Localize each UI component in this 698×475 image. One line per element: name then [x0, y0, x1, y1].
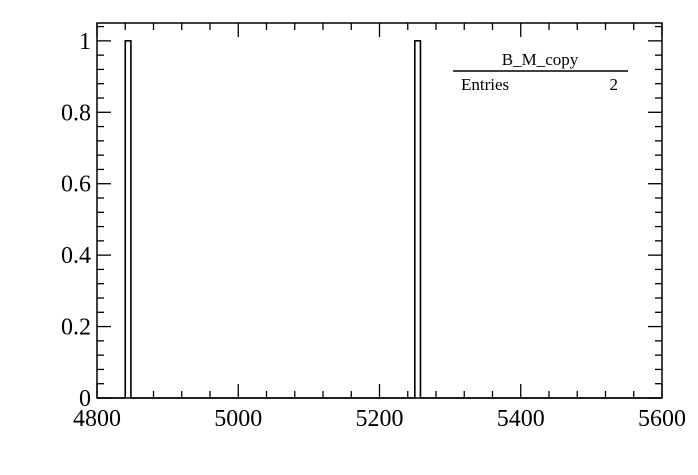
- x-tick-label: 5400: [497, 406, 545, 432]
- x-tick-label: 5000: [214, 406, 262, 432]
- plot-frame: [96, 22, 663, 399]
- y-tick-label: 0: [79, 386, 91, 412]
- histogram-line: [97, 40, 662, 399]
- axis-ticks: [96, 23, 663, 399]
- y-tick-label: 1: [79, 29, 91, 55]
- stats-entries-value: 2: [610, 75, 619, 94]
- stats-entries-label: Entries: [461, 75, 509, 94]
- y-tick-label: 0.6: [61, 172, 91, 198]
- y-tick-label: 0.8: [61, 100, 91, 126]
- x-tick-label: 4800: [73, 406, 121, 432]
- x-tick-labels: 4800 5000 5200 5400 5600: [73, 406, 686, 432]
- stats-box: B_M_copy Entries 2: [453, 50, 628, 94]
- y-tick-label: 0.2: [61, 315, 91, 341]
- stats-title: B_M_copy: [502, 50, 579, 69]
- x-tick-label: 5200: [356, 406, 404, 432]
- x-tick-label: 5600: [638, 406, 686, 432]
- y-tick-labels: 0 0.2 0.4 0.6 0.8 1: [61, 29, 91, 412]
- y-tick-label: 0.4: [61, 243, 91, 269]
